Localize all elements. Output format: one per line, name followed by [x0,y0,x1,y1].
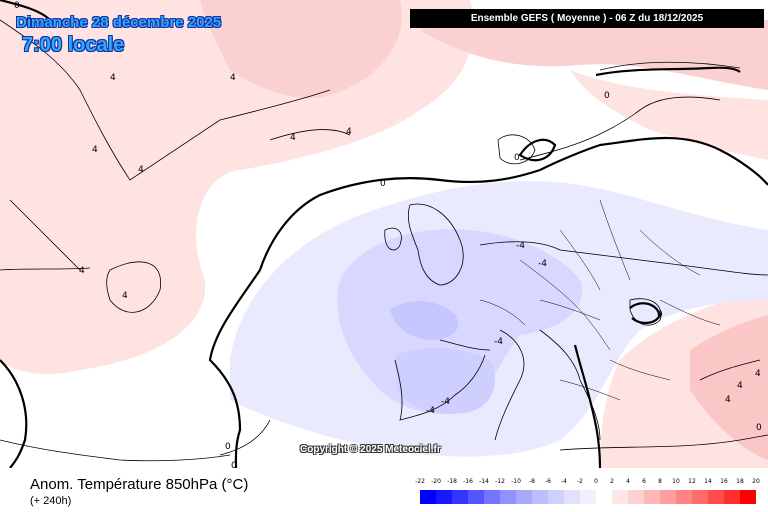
legend-tick-labels: -22 -20 -18 -16 -14 -12 -10 -8 -6 -4 -2 0 2 4 6 8 10 12 14… [415,478,760,488]
legend-tick-label: -20 [431,478,441,485]
legend-tick-label: 20 [752,478,760,485]
legend-color-cell [532,490,548,504]
contour-label: -4 [426,406,435,416]
bottom-bar: Anom. Température 850hPa (°C) (+ 240h) -… [0,468,768,512]
contour-label: 0 [604,91,610,101]
legend-tick-label: -16 [463,478,473,485]
contour-label: 0 [657,310,663,320]
legend-color-cell [548,490,564,504]
contour-label: 4 [346,127,352,137]
forecast-date: Dimanche 28 décembre 2025 [16,14,222,31]
lead-time: (+ 240h) [30,495,72,507]
legend-tick-label: 14 [704,478,712,485]
contour-label: 4 [230,73,236,83]
legend-color-cell [500,490,516,504]
legend-tick-label: -12 [495,478,505,485]
contour-label: -4 [494,337,503,347]
legend-color-cell [740,490,756,504]
cold-anomaly-iberia [395,348,495,414]
contour-label: 4 [79,266,85,276]
legend-tick-label: 10 [672,478,680,485]
legend-tick-label: -4 [561,478,567,485]
legend-tick-label: 6 [642,478,646,485]
contour-label: 4 [290,133,296,143]
warm-anomaly-north-scandinavia [570,70,768,160]
copyright-notice: Copyright © 2025 Meteociel.fr [300,444,441,455]
contour-label: -4 [516,241,525,251]
contour-label: 0 [380,179,386,189]
cold-anomaly-core-2 [390,300,459,340]
legend-tick-label: 0 [594,478,598,485]
legend-tick-label: 18 [736,478,744,485]
color-legend: -22 -20 -18 -16 -14 -12 -10 -8 -6 -4 -2 0 2 4 6 8 10 12 14… [415,478,760,508]
legend-color-cell [612,490,628,504]
contour-label: 4 [755,369,761,379]
legend-tick-label: 8 [658,478,662,485]
contour-label: -4 [538,259,547,269]
contour-label: 0 [756,423,762,433]
legend-color-cell [724,490,740,504]
warm-anomaly-region-3 [420,18,768,90]
warm-anomaly-east-2 [690,315,768,460]
contour-label: 4 [737,381,743,391]
legend-color-cell [452,490,468,504]
contour-label: 4 [138,165,144,175]
contour-labels: 0 0 0 0 0 0 0 4 4 4 4 4 4 4 4 -4 -4 -4 -… [14,1,762,468]
model-run-label: Ensemble GEFS ( Moyenne ) - 06 Z du 18/1… [410,9,764,28]
legend-color-bar [420,490,756,504]
contour-label: 4 [92,145,98,155]
legend-color-cell [660,490,676,504]
legend-color-cell [628,490,644,504]
legend-color-cell [708,490,724,504]
country-borders [479,199,721,401]
legend-tick-label: -14 [479,478,489,485]
legend-color-cell [436,490,452,504]
legend-tick-label: 4 [626,478,630,485]
legend-tick-label: -10 [511,478,521,485]
zero-contours [0,0,768,468]
contour-label: 0 [231,461,237,468]
contour-label: -4 [441,397,450,407]
legend-color-cell [692,490,708,504]
legend-tick-label: -6 [545,478,551,485]
legend-tick-label: -22 [415,478,425,485]
legend-color-cell [516,490,532,504]
anomaly-map: 0 0 0 0 0 0 0 4 4 4 4 4 4 4 4 -4 -4 -4 -… [0,0,768,468]
contour-label: 4 [110,73,116,83]
legend-color-cell [484,490,500,504]
coastlines [0,19,768,462]
legend-color-cell [644,490,660,504]
contour-label: 0 [225,442,231,452]
four-contours [0,129,761,381]
legend-color-cell [676,490,692,504]
legend-color-cell [564,490,580,504]
legend-color-cell [420,490,436,504]
contour-label: 0 [14,1,20,11]
contour-label: 0 [514,153,520,163]
legend-color-cell [596,490,612,504]
legend-color-cell [468,490,484,504]
map-area: 0 0 0 0 0 0 0 4 4 4 4 4 4 4 4 -4 -4 -4 -… [0,0,768,468]
field-title: Anom. Température 850hPa (°C) [30,476,249,493]
forecast-local-time: 7:00 locale [22,34,125,56]
contour-label: 4 [122,291,128,301]
legend-tick-label: 12 [688,478,696,485]
legend-tick-label: -2 [577,478,583,485]
warm-anomaly-region-2 [200,0,402,99]
warm-anomaly-region [0,0,474,375]
legend-tick-label: -18 [447,478,457,485]
contour-label: 4 [725,395,731,405]
legend-tick-label: 2 [610,478,614,485]
legend-tick-label: -8 [529,478,535,485]
legend-color-cell [580,490,596,504]
legend-tick-label: 16 [720,478,728,485]
